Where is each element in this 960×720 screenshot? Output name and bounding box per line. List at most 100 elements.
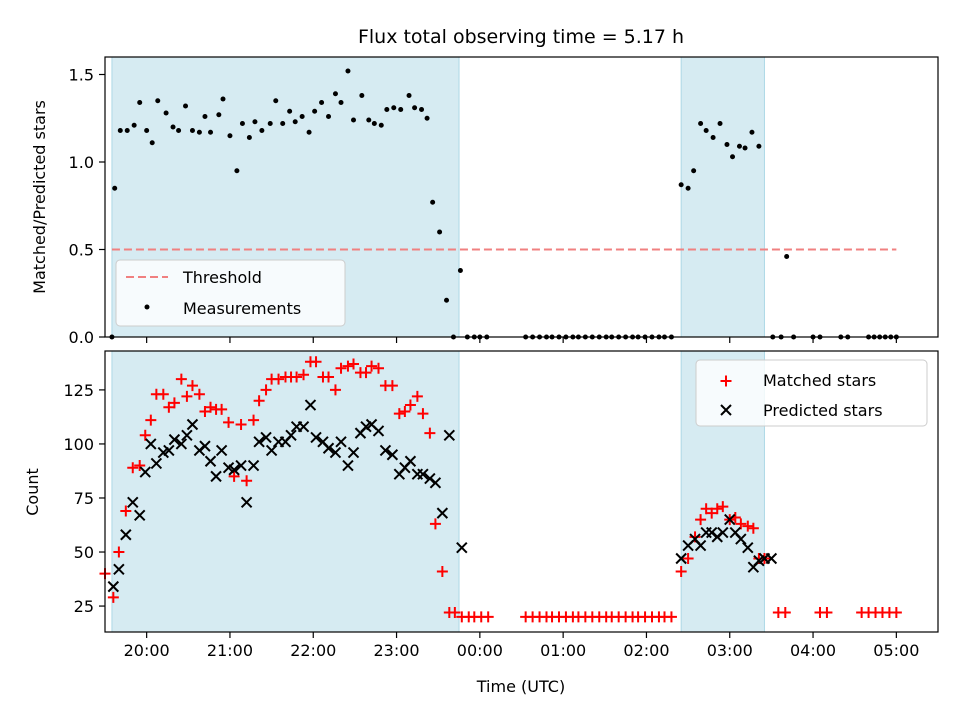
data-point [342, 459, 354, 472]
data-point [675, 565, 687, 577]
series-matched-stars [99, 356, 902, 623]
data-point [186, 380, 198, 392]
data-point [235, 418, 247, 430]
data-point [694, 539, 707, 552]
data-point [235, 459, 247, 472]
data-point [246, 135, 252, 140]
bottom-axes-frame [104, 350, 939, 633]
bottom-panel: 20:00 21:00 22:00 23:00 00:00 01:00 02:00 03:00… [63, 350, 939, 660]
data-point [457, 268, 463, 273]
data-point [234, 168, 240, 174]
legend-label: Threshold [182, 268, 262, 287]
data-point [756, 143, 762, 149]
data-point [724, 513, 736, 526]
data-point [189, 128, 195, 133]
data-point [443, 429, 456, 442]
top-y-tick-label: 0.0 [69, 328, 94, 347]
data-point [273, 373, 285, 385]
data-point [297, 420, 310, 433]
data-point [157, 388, 169, 400]
data-point [404, 399, 416, 411]
data-point [202, 114, 208, 119]
data-point [730, 154, 736, 160]
data-point [196, 129, 202, 135]
x-tick-label: 03:00 [707, 641, 753, 660]
data-point [117, 128, 123, 133]
top-y-tick-label: 1.5 [69, 66, 94, 85]
data-point [139, 429, 151, 441]
x-tick-label: 23:00 [373, 641, 419, 660]
data-point [372, 425, 385, 437]
data-point [437, 229, 443, 235]
data-point [436, 507, 449, 519]
x-tick-label: 05:00 [873, 641, 919, 660]
legend-predicted-swatch [720, 404, 732, 416]
x-tick-label: 00:00 [457, 641, 503, 660]
x-tick-label: 01:00 [540, 641, 586, 660]
x-axis-label: Time (UTC) [476, 677, 565, 696]
data-point [239, 121, 245, 126]
data-point [223, 416, 235, 428]
top-legend: Threshold Measurements [115, 259, 346, 327]
data-point [456, 541, 468, 554]
data-point [765, 552, 778, 565]
top-panel: 0.0 0.5 1.0 1.5 Threshold Measurements [69, 56, 939, 347]
data-point [379, 444, 392, 457]
data-point [107, 580, 120, 593]
data-point [163, 444, 175, 457]
data-point [248, 414, 260, 426]
data-point [291, 371, 303, 383]
data-point [717, 526, 729, 539]
legend-label: Matched stars [763, 371, 876, 390]
data-point [717, 501, 729, 513]
bottom-legend: Matched stars Predicted stars [695, 359, 928, 427]
data-point [359, 93, 365, 98]
bottom-y-tick-label: 75 [74, 489, 94, 508]
data-point [682, 553, 694, 565]
data-point [391, 105, 397, 111]
data-point [332, 91, 338, 97]
data-point [735, 533, 747, 545]
data-point [412, 105, 418, 111]
data-point [742, 145, 748, 151]
data-point [306, 129, 312, 135]
data-point [742, 541, 754, 554]
data-point [168, 433, 181, 446]
data-point [747, 522, 759, 534]
data-point [131, 122, 137, 128]
data-point [742, 520, 754, 532]
data-point [449, 607, 461, 619]
data-point [139, 466, 151, 478]
data-point [310, 356, 322, 368]
data-point [112, 185, 118, 191]
data-point [199, 406, 211, 418]
data-point [736, 143, 742, 149]
data-point [675, 552, 687, 565]
data-point [176, 128, 182, 133]
data-point [348, 358, 360, 370]
data-point [260, 384, 272, 396]
bottom-y-tick-label: 25 [74, 597, 94, 616]
data-point [265, 444, 278, 457]
data-point [181, 390, 193, 402]
series-predicted-stars [107, 399, 778, 593]
data-point [120, 529, 132, 541]
data-point [253, 395, 265, 407]
data-point [253, 436, 265, 448]
x-tick-label: 02:00 [623, 641, 669, 660]
data-point [685, 185, 691, 191]
top-axes-frame [104, 56, 939, 338]
data-point [113, 563, 125, 576]
data-point [384, 107, 390, 112]
bottom-y-tick-label: 100 [63, 435, 94, 454]
bottom-shaded-interval [111, 351, 460, 632]
data-point [287, 108, 293, 114]
data-point [329, 384, 341, 396]
data-point [228, 464, 240, 476]
data-point [366, 360, 378, 372]
x-tick-label: 22:00 [290, 641, 336, 660]
data-point [399, 406, 411, 418]
data-point [150, 457, 163, 470]
data-point [386, 380, 398, 392]
data-point [373, 362, 385, 374]
